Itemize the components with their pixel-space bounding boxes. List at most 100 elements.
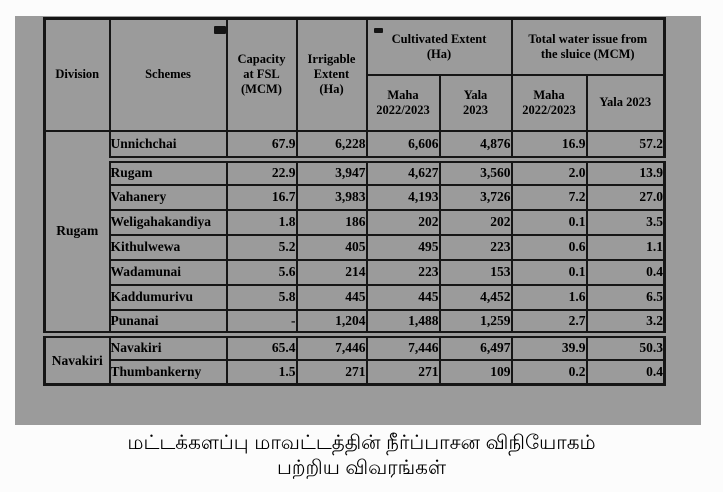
cultivated-maha-cell: 445 — [365, 283, 441, 311]
caption-line-1: மட்டக்களப்பு மாவட்டத்தின் நீர்ப்பாசன விந… — [127, 432, 596, 454]
cultivated-maha-cell: 1,488 — [365, 308, 441, 338]
water-yala-cell: 3.2 — [585, 308, 666, 338]
scheme-cell: Navakiri — [108, 333, 228, 361]
capacity-cell: - — [225, 308, 298, 338]
water-yala-cell: 27.0 — [585, 183, 666, 211]
water-maha-cell: 0.6 — [510, 233, 588, 261]
capacity-cell: 5.2 — [225, 233, 298, 261]
cultivated-yala-cell: 6,497 — [438, 333, 513, 361]
scanned-table-background: Division Schemes Capacity at FSL (MCM) I… — [15, 16, 701, 425]
table-row: Rugam Unnichchai 67.9 6,228 6,606 4,876 … — [43, 129, 666, 338]
table-row: Kithulwewa 5.2 405 495 223 0.6 1.1 — [45, 233, 666, 261]
water-yala-cell: 0.4 — [585, 358, 666, 386]
irrigable-cell: 186 — [295, 208, 368, 236]
capacity-cell: 22.9 — [225, 158, 298, 186]
table-row: Navakiri Navakiri 65.4 7,446 7,446 6,497… — [43, 333, 666, 386]
water-yala-cell: 6.5 — [585, 283, 666, 311]
scan-artifact — [374, 28, 383, 33]
header-cultivated-maha: Maha 2022/2023 — [365, 73, 441, 132]
water-maha-cell: 0.1 — [510, 258, 588, 286]
irrigable-cell: 1,204 — [295, 308, 368, 338]
scheme-cell: Kithulwewa — [108, 233, 228, 261]
table-row: Wadamunai 5.6 214 223 153 0.1 0.4 — [45, 258, 666, 286]
water-yala-cell: 0.4 — [585, 258, 666, 286]
header-cultivated-yala: Yala 2023 — [438, 73, 513, 132]
capacity-cell: 1.5 — [225, 358, 298, 386]
water-maha-cell: 7.2 — [510, 183, 588, 211]
capacity-cell: 5.8 — [225, 283, 298, 311]
water-maha-cell: 16.9 — [510, 129, 588, 163]
table-row: Thumbankerny 1.5 271 271 109 0.2 0.4 — [45, 358, 666, 386]
cultivated-maha-cell: 4,627 — [365, 158, 441, 186]
cultivated-maha-cell: 202 — [365, 208, 441, 236]
irrigable-cell: 271 — [295, 358, 368, 386]
header-irrigable: Irrigable Extent (Ha) — [295, 17, 368, 132]
table-row: Punanai - 1,204 1,488 1,259 2.7 3.2 — [45, 308, 666, 338]
scheme-cell: Thumbankerny — [108, 358, 228, 386]
irrigable-cell: 214 — [295, 258, 368, 286]
cultivated-maha-cell: 6,606 — [365, 129, 441, 163]
cultivated-maha-cell: 271 — [365, 358, 441, 386]
irrigable-cell: 405 — [295, 233, 368, 261]
water-maha-cell: 39.9 — [510, 333, 588, 361]
table-row: Vahanery 16.7 3,983 4,193 3,726 7.2 27.0 — [45, 183, 666, 211]
cultivated-yala-cell: 109 — [438, 358, 513, 386]
table-row: Weligahakandiya 1.8 186 202 202 0.1 3.5 — [45, 208, 666, 236]
water-yala-cell: 3.5 — [585, 208, 666, 236]
irrigable-cell: 3,947 — [295, 158, 368, 186]
irrigation-table: Division Schemes Capacity at FSL (MCM) I… — [43, 17, 666, 386]
cultivated-yala-cell: 153 — [438, 258, 513, 286]
header-water-maha: Maha 2022/2023 — [510, 73, 588, 132]
cultivated-yala-cell: 4,876 — [438, 129, 513, 163]
cultivated-yala-cell: 223 — [438, 233, 513, 261]
irrigable-cell: 7,446 — [295, 333, 368, 361]
water-maha-cell: 0.1 — [510, 208, 588, 236]
table-row: Rugam 22.9 3,947 4,627 3,560 2.0 13.9 — [45, 158, 666, 186]
scheme-cell: Kaddumurivu — [108, 283, 228, 311]
cultivated-yala-cell: 1,259 — [438, 308, 513, 338]
scheme-cell: Punanai — [108, 308, 228, 338]
cultivated-maha-cell: 4,193 — [365, 183, 441, 211]
cultivated-maha-cell: 223 — [365, 258, 441, 286]
water-yala-cell: 13.9 — [585, 158, 666, 186]
cultivated-maha-cell: 7,446 — [365, 333, 441, 361]
header-schemes: Schemes — [108, 17, 228, 132]
water-maha-cell: 0.2 — [510, 358, 588, 386]
capacity-cell: 1.8 — [225, 208, 298, 236]
scan-artifact — [214, 26, 226, 34]
header-water-yala: Yala 2023 — [585, 73, 666, 132]
scheme-cell: Rugam — [108, 158, 228, 186]
caption-line-2: பற்றிய விவரங்கள் — [277, 457, 446, 479]
header-capacity: Capacity at FSL (MCM) — [225, 17, 298, 132]
table-row: Kaddumurivu 5.8 445 445 4,452 1.6 6.5 — [45, 283, 666, 311]
capacity-cell: 5.6 — [225, 258, 298, 286]
water-yala-cell: 57.2 — [585, 129, 666, 163]
header-cultivated-extent: Cultivated Extent (Ha) — [365, 17, 513, 76]
water-maha-cell: 1.6 — [510, 283, 588, 311]
header-division: Division — [43, 17, 111, 132]
irrigable-cell: 6,228 — [295, 129, 368, 163]
capacity-cell: 16.7 — [225, 183, 298, 211]
capacity-cell: 65.4 — [225, 333, 298, 361]
scheme-cell: Vahanery — [108, 183, 228, 211]
cultivated-yala-cell: 3,560 — [438, 158, 513, 186]
water-maha-cell: 2.7 — [510, 308, 588, 338]
table-caption: மட்டக்களப்பு மாவட்டத்தின் நீர்ப்பாசன விந… — [0, 431, 723, 481]
water-yala-cell: 1.1 — [585, 233, 666, 261]
scheme-cell: Wadamunai — [108, 258, 228, 286]
cultivated-yala-cell: 4,452 — [438, 283, 513, 311]
scheme-cell: Weligahakandiya — [108, 208, 228, 236]
header-total-water-issue: Total water issue from the sluice (MCM) — [510, 17, 666, 76]
division-cell-navakiri: Navakiri — [43, 333, 111, 386]
division-cell-rugam: Rugam — [43, 129, 111, 338]
water-yala-cell: 50.3 — [585, 333, 666, 361]
capacity-cell: 67.9 — [225, 129, 298, 163]
cultivated-yala-cell: 3,726 — [438, 183, 513, 211]
irrigable-cell: 3,983 — [295, 183, 368, 211]
cultivated-yala-cell: 202 — [438, 208, 513, 236]
water-maha-cell: 2.0 — [510, 158, 588, 186]
cultivated-maha-cell: 495 — [365, 233, 441, 261]
irrigable-cell: 445 — [295, 283, 368, 311]
scheme-cell: Unnichchai — [108, 129, 228, 163]
